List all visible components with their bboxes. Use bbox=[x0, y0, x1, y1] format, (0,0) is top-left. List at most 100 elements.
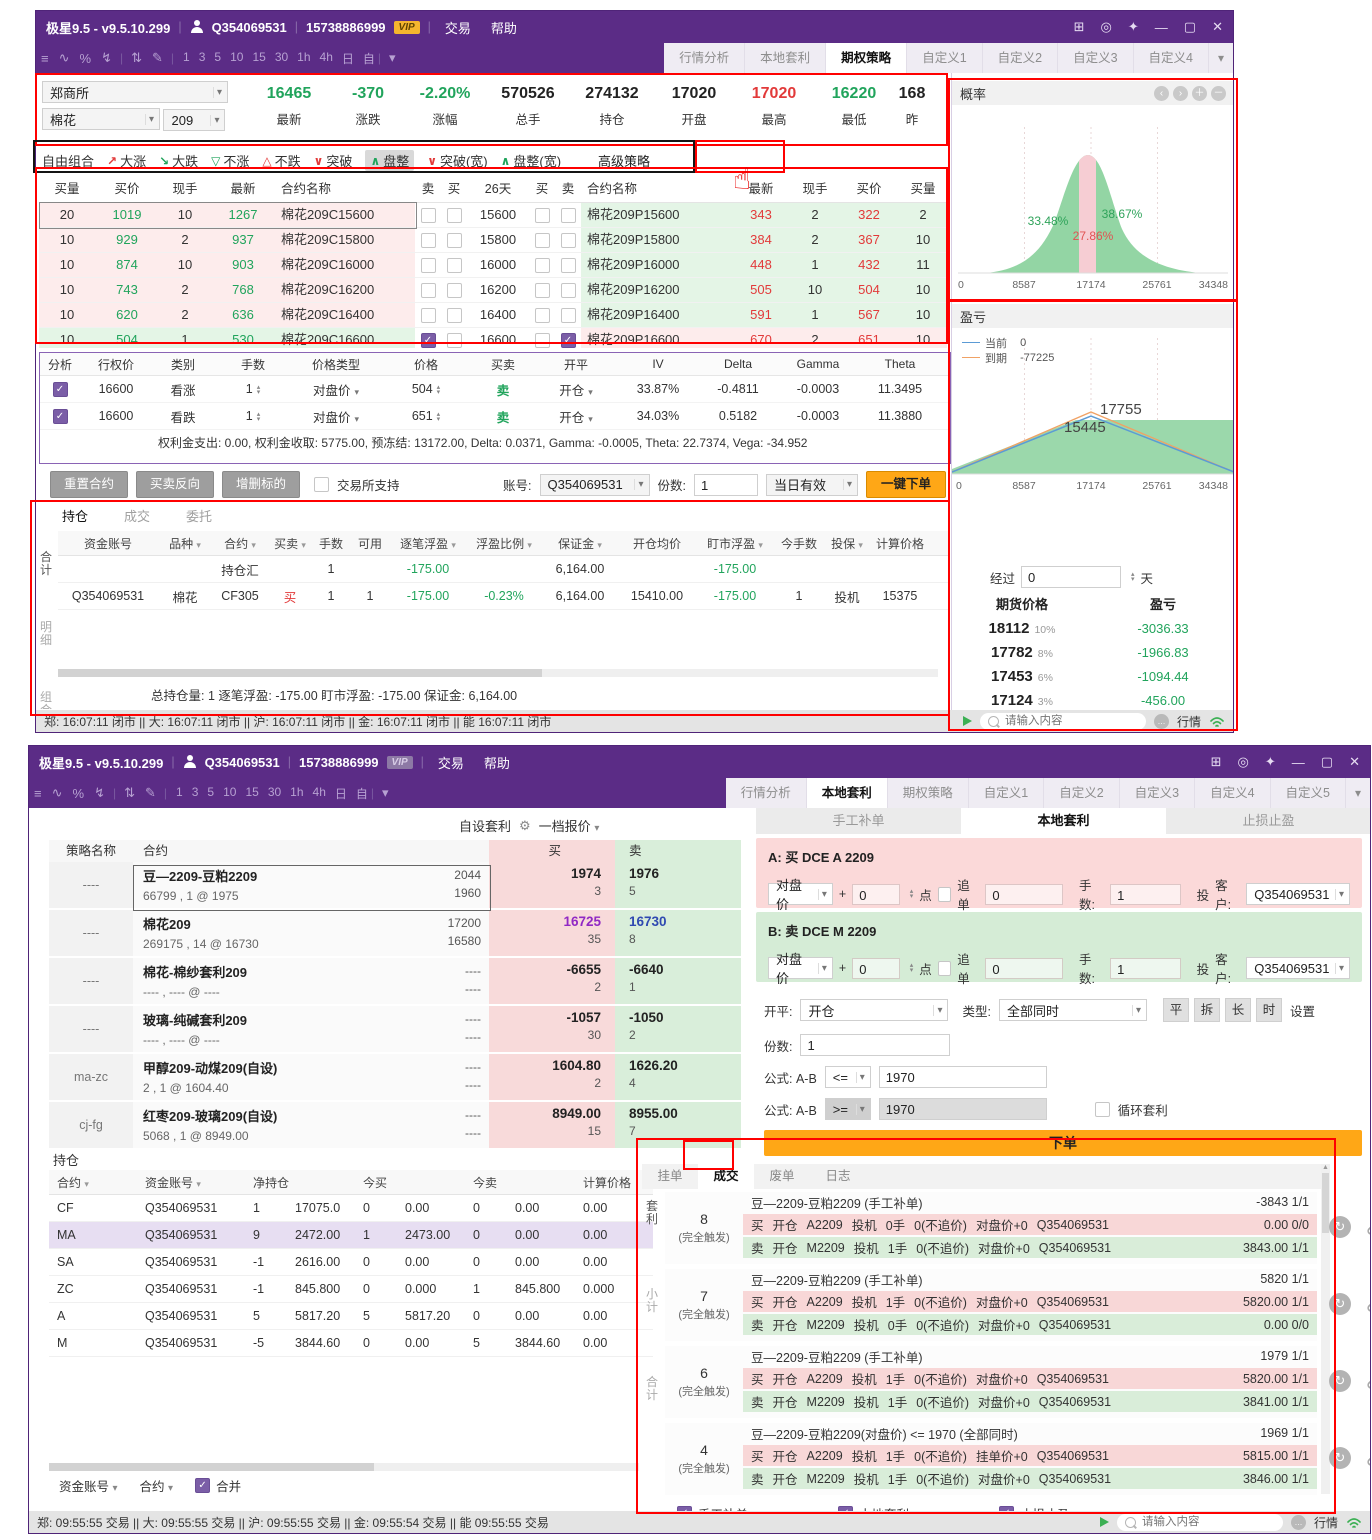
chart-icon[interactable]: ∿ bbox=[58, 50, 70, 65]
agg-tab-明细[interactable]: 明细 bbox=[39, 620, 52, 647]
bolt-icon[interactable]: ↯ bbox=[94, 785, 105, 800]
arb-row[interactable]: ma-zc 甲醇209-动煤209(自设) 2 , 1 @ 1604.40 ---… bbox=[49, 1054, 741, 1102]
strategy-大涨[interactable]: ↗ 大涨 bbox=[107, 153, 147, 170]
fill-leg-row[interactable]: 买开仓 A2209 投机 0手 0(不追价) 对盘价+0 Q354069531 0.00 0/… bbox=[743, 1214, 1317, 1235]
horizontal-scrollbar[interactable] bbox=[49, 1463, 639, 1471]
formula-val1-input[interactable]: 1970 bbox=[878, 1066, 1047, 1088]
zoom-out-icon[interactable]: － bbox=[1211, 85, 1226, 101]
tab-自定义5[interactable]: 自定义5 bbox=[1271, 778, 1346, 808]
close-button[interactable]: ✕ bbox=[1349, 754, 1360, 769]
tab-持仓[interactable]: 持仓 bbox=[61, 509, 88, 524]
arb-row[interactable]: cj-fg 红枣209-玻璃209(自设) 5068 , 1 @ 8949.00 … bbox=[49, 1102, 741, 1150]
buy-put-checkbox[interactable] bbox=[534, 258, 550, 274]
order-tab-本地套利[interactable]: 本地套利 bbox=[961, 808, 1166, 834]
arb-buy-cell[interactable]: 8949.00 15 bbox=[489, 1102, 615, 1148]
chain-row[interactable]: 20 1019 10 1267 棉花209C15600 15600 棉花209P15600 3… bbox=[39, 203, 949, 228]
chain-row[interactable]: 10 929 2 937 棉花209C15800 15800 棉花209P15800 384 2… bbox=[39, 228, 949, 253]
period-button[interactable]: 30 bbox=[267, 784, 282, 799]
arb-sell-cell[interactable]: -1050 2 bbox=[615, 1006, 741, 1052]
fills-tab-废单[interactable]: 废单 bbox=[769, 1169, 795, 1183]
period-button[interactable]: 10 bbox=[223, 784, 237, 799]
tab-自定义4[interactable]: 自定义4 bbox=[1134, 43, 1209, 73]
strategy-大跌[interactable]: ↘ 大跌 bbox=[159, 153, 199, 170]
fill-entry[interactable]: 6 (完全触发) 豆—2209-豆粕2209 (手工补单) 1979 1/1 买开仓… bbox=[665, 1346, 1317, 1418]
chevron-down-icon[interactable]: ▾ bbox=[389, 50, 396, 65]
list-icon[interactable]: ≡ bbox=[34, 785, 42, 801]
tab-自定义4[interactable]: 自定义4 bbox=[1195, 778, 1271, 808]
leg-b-price-type-select[interactable]: 对盘价 ▾ bbox=[768, 952, 833, 986]
theme-icon[interactable]: ✦ bbox=[1127, 19, 1139, 34]
tab-委托[interactable]: 委托 bbox=[185, 509, 212, 524]
tab-成交[interactable]: 成交 bbox=[123, 509, 150, 524]
maximize-button[interactable]: ▢ bbox=[1183, 19, 1197, 34]
account-select[interactable]: Q354069531 ▾ bbox=[539, 473, 650, 496]
quick-button-长[interactable]: 长 bbox=[1224, 998, 1251, 1022]
arb-sell-cell[interactable]: -6640 1 bbox=[615, 958, 741, 1004]
scenario-row[interactable]: 18112 10% -3036.33 bbox=[988, 619, 1189, 637]
buy-call-checkbox[interactable] bbox=[446, 283, 462, 299]
arb-row[interactable]: ---- 豆—2209-豆粕2209 66799 , 1 @ 1975 2044 1… bbox=[49, 862, 741, 910]
buy-put-checkbox[interactable] bbox=[534, 283, 550, 299]
sell-call-checkbox[interactable] bbox=[420, 308, 436, 324]
message-icon[interactable]: … bbox=[1153, 713, 1169, 729]
scenario-row[interactable]: 17124 3% -456.00 bbox=[991, 691, 1186, 709]
order-tab-手工补单[interactable]: 手工补单 bbox=[756, 808, 961, 834]
leg-b-offset-stepper[interactable]: ▴ ▾ bbox=[909, 962, 914, 974]
gear-icon[interactable]: ⚙ bbox=[519, 817, 531, 833]
leg-a-chase-checkbox[interactable] bbox=[937, 886, 952, 902]
tabs-more-button[interactable]: ▾ bbox=[1354, 786, 1362, 800]
leg-b-chase-checkbox[interactable] bbox=[937, 960, 952, 976]
fill-entry[interactable]: 4 (完全触发) 豆—2209-豆粕2209(对盘价) <= 1970 (全部同时… bbox=[665, 1423, 1317, 1495]
chain-row[interactable]: 10 620 2 636 棉花209C16400 16400 棉花209P16400 591 1… bbox=[39, 303, 949, 328]
sell-call-checkbox[interactable] bbox=[420, 283, 436, 299]
chain-row[interactable]: 10 874 10 903 棉花209C16000 16000 棉花209P16000 448… bbox=[39, 253, 949, 278]
leg-a-lots-input[interactable]: 1 bbox=[1110, 883, 1181, 905]
stepper[interactable]: ▴ ▾ bbox=[436, 410, 441, 423]
leg-b-client-select[interactable]: Q354069531 ▾ bbox=[1246, 957, 1351, 979]
quick-button-拆[interactable]: 拆 bbox=[1193, 998, 1220, 1022]
buy-call-checkbox[interactable] bbox=[446, 333, 462, 348]
layout-grid-icon[interactable]: ⊞ bbox=[1073, 19, 1085, 34]
sort-icon[interactable]: ⇅ bbox=[131, 50, 142, 65]
revoke-icon[interactable]: ↻ bbox=[1329, 1447, 1351, 1469]
chevron-left-icon[interactable]: ‹ bbox=[1154, 85, 1169, 101]
period-button[interactable]: 1 bbox=[183, 49, 190, 64]
position-row[interactable]: MA Q354069531 9 2472.00 1 2473.00 0 0.00 0.00 bbox=[49, 1222, 653, 1249]
stepper[interactable]: ▴ ▾ bbox=[256, 383, 261, 396]
position-row[interactable]: CF Q354069531 1 17075.0 0 0.00 0 0.00 0.00 bbox=[49, 1195, 653, 1222]
message-icon[interactable]: … bbox=[1290, 1514, 1306, 1530]
buy-call-checkbox[interactable] bbox=[446, 258, 462, 274]
tabs-more-button[interactable]: ▾ bbox=[1217, 51, 1225, 65]
arb-buy-cell[interactable]: 16725 35 bbox=[489, 910, 615, 956]
tab-自定义2[interactable]: 自定义2 bbox=[1044, 778, 1120, 808]
leg-b-lots-input[interactable]: 1 bbox=[1110, 957, 1181, 979]
link-icon[interactable] bbox=[1365, 1372, 1371, 1390]
fills-group-小计[interactable]: 小计 bbox=[645, 1287, 658, 1314]
edit-underlying-button[interactable]: 增删标的 bbox=[222, 471, 301, 498]
strategy-突破[interactable]: ∨ 突破 bbox=[313, 153, 353, 170]
tab-自定义2[interactable]: 自定义2 bbox=[983, 43, 1059, 73]
reset-contract-button[interactable]: 重置合约 bbox=[50, 471, 129, 498]
menu-trade[interactable]: 交易 bbox=[437, 755, 464, 771]
fill-leg-row[interactable]: 买开仓 A2209 投机 1手 0(不追价) 对盘价+0 Q354069531 5820.00… bbox=[743, 1368, 1317, 1389]
arb-buy-cell[interactable]: -6655 2 bbox=[489, 958, 615, 1004]
one-click-order-button[interactable]: 一键下单 bbox=[865, 471, 946, 498]
free-combo-button[interactable]: 自由组合 bbox=[42, 154, 95, 169]
stepper[interactable]: ▴ ▾ bbox=[256, 410, 261, 423]
arb-sell-cell[interactable]: 1976 5 bbox=[615, 862, 741, 908]
position-row[interactable]: Q354069531 棉花 CF305 买 1 1 -175.00 -0.23% 6,164.0… bbox=[58, 583, 949, 610]
advanced-strategy-button[interactable]: 高级策略 bbox=[598, 154, 651, 169]
percent-icon[interactable]: % bbox=[79, 50, 92, 66]
fills-group-套利[interactable]: 套利 bbox=[645, 1199, 658, 1226]
sell-call-checkbox[interactable] bbox=[420, 258, 436, 274]
position-row[interactable]: M Q354069531 -5 3844.60 0 0.00 5 3844.60 0.00 bbox=[49, 1330, 653, 1357]
sell-put-checkbox[interactable] bbox=[560, 208, 576, 224]
search-input[interactable] bbox=[1139, 1515, 1254, 1529]
settings-button[interactable]: 设置 bbox=[1289, 1004, 1315, 1019]
period-button[interactable]: 3 bbox=[191, 784, 199, 799]
buy-put-checkbox[interactable] bbox=[534, 308, 550, 324]
search-box[interactable] bbox=[979, 712, 1146, 730]
chevron-right-icon[interactable]: › bbox=[1173, 85, 1188, 101]
layout-grid-icon[interactable]: ⊞ bbox=[1210, 754, 1222, 769]
fill-entry[interactable]: 7 (完全触发) 豆—2209-豆粕2209 (手工补单) 5820 1/1 买开仓… bbox=[665, 1269, 1317, 1341]
